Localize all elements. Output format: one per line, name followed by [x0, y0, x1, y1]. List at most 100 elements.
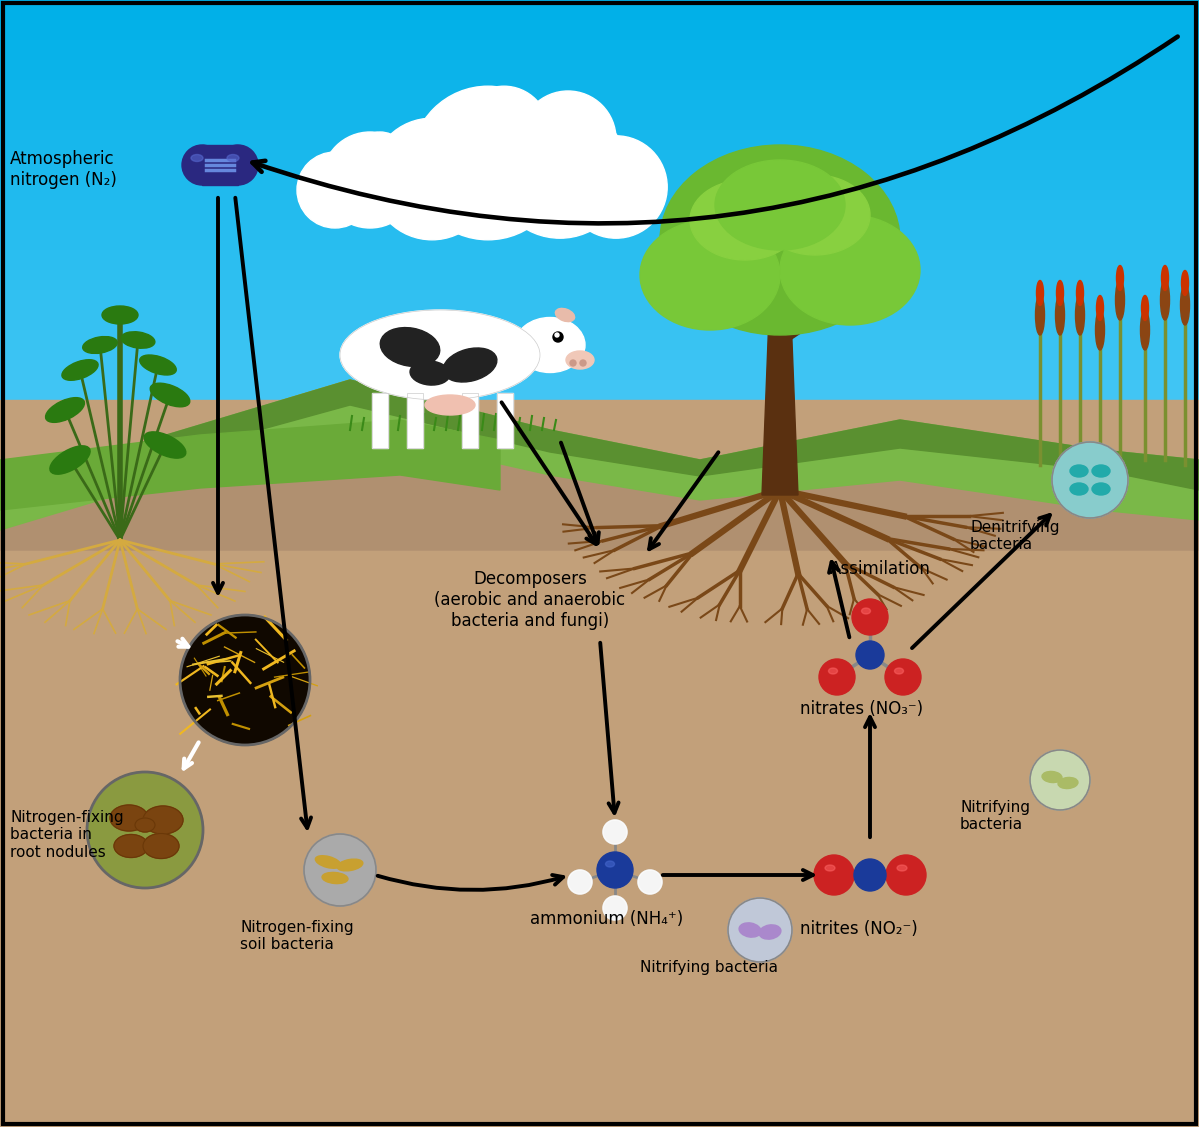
- Ellipse shape: [739, 923, 761, 938]
- Bar: [0, 370, 1199, 381]
- Bar: [0, 80, 1199, 91]
- Bar: [0, 279, 1199, 291]
- Bar: [0, 110, 1199, 121]
- Ellipse shape: [1077, 281, 1084, 305]
- Bar: [0, 190, 1199, 201]
- Bar: [0, 460, 1199, 471]
- Bar: [0, 470, 1199, 481]
- Bar: [372, 393, 388, 449]
- Bar: [201, 145, 237, 185]
- Polygon shape: [0, 380, 1199, 530]
- Ellipse shape: [410, 361, 450, 385]
- Ellipse shape: [143, 834, 179, 859]
- Bar: [0, 360, 1199, 371]
- Circle shape: [218, 145, 258, 185]
- Bar: [0, 130, 1199, 141]
- Text: Nitrifying bacteria: Nitrifying bacteria: [640, 960, 778, 975]
- Ellipse shape: [1070, 465, 1087, 477]
- FancyArrowPatch shape: [235, 197, 311, 828]
- Text: Atmospheric
nitrogen (N₂): Atmospheric nitrogen (N₂): [10, 150, 116, 189]
- Circle shape: [553, 332, 564, 341]
- Bar: [0, 20, 1199, 32]
- Bar: [0, 300, 1199, 311]
- Bar: [0, 230, 1199, 241]
- Ellipse shape: [1181, 270, 1188, 295]
- Bar: [0, 400, 1199, 1127]
- Circle shape: [459, 86, 549, 176]
- Bar: [0, 60, 1199, 71]
- Bar: [0, 320, 1199, 331]
- FancyArrowPatch shape: [501, 402, 596, 544]
- Text: Denitrifying
bacteria: Denitrifying bacteria: [970, 520, 1060, 552]
- Ellipse shape: [1092, 483, 1110, 495]
- Circle shape: [603, 896, 627, 920]
- Ellipse shape: [1036, 295, 1044, 335]
- Ellipse shape: [1097, 295, 1103, 320]
- Circle shape: [520, 91, 616, 187]
- Circle shape: [603, 820, 627, 844]
- Ellipse shape: [227, 154, 239, 161]
- Ellipse shape: [444, 348, 496, 382]
- Bar: [0, 90, 1199, 101]
- Circle shape: [372, 118, 493, 240]
- Ellipse shape: [1181, 285, 1189, 325]
- Ellipse shape: [1076, 295, 1085, 335]
- Bar: [0, 380, 1199, 391]
- Bar: [0, 400, 1199, 411]
- FancyArrowPatch shape: [378, 875, 564, 890]
- Ellipse shape: [1042, 772, 1062, 782]
- Ellipse shape: [1161, 279, 1169, 320]
- Polygon shape: [763, 290, 799, 495]
- Circle shape: [88, 772, 203, 888]
- Bar: [0, 250, 1199, 261]
- Bar: [0, 290, 1199, 301]
- Text: Nitrogen-fixing
bacteria in
root nodules: Nitrogen-fixing bacteria in root nodules: [10, 810, 123, 860]
- Bar: [0, 350, 1199, 361]
- Ellipse shape: [135, 818, 155, 832]
- Ellipse shape: [1116, 266, 1123, 291]
- FancyArrowPatch shape: [213, 197, 223, 593]
- Ellipse shape: [83, 337, 118, 354]
- Ellipse shape: [516, 318, 585, 373]
- Ellipse shape: [110, 805, 147, 831]
- Circle shape: [852, 598, 888, 635]
- Bar: [0, 390, 1199, 401]
- Bar: [0, 240, 1199, 251]
- Ellipse shape: [114, 834, 147, 858]
- Bar: [0, 119, 1199, 131]
- Ellipse shape: [50, 446, 90, 474]
- Polygon shape: [0, 420, 500, 511]
- Text: Decomposers
(aerobic and anaerobic
bacteria and fungi): Decomposers (aerobic and anaerobic bacte…: [434, 570, 626, 630]
- Ellipse shape: [829, 668, 837, 674]
- Circle shape: [565, 135, 667, 238]
- Ellipse shape: [102, 307, 138, 323]
- Ellipse shape: [1070, 483, 1087, 495]
- Ellipse shape: [760, 175, 870, 255]
- Circle shape: [390, 135, 450, 195]
- Bar: [498, 393, 513, 449]
- Ellipse shape: [781, 215, 920, 325]
- Bar: [0, 0, 1199, 11]
- Circle shape: [603, 896, 627, 920]
- Ellipse shape: [191, 154, 203, 161]
- Circle shape: [886, 855, 926, 895]
- Ellipse shape: [1055, 295, 1065, 335]
- Bar: [0, 150, 1199, 161]
- Text: Nitrogen-fixing
soil bacteria: Nitrogen-fixing soil bacteria: [240, 920, 354, 952]
- Ellipse shape: [759, 925, 781, 939]
- Circle shape: [373, 143, 457, 227]
- Bar: [0, 420, 1199, 431]
- Bar: [0, 310, 1199, 321]
- Ellipse shape: [1096, 310, 1104, 350]
- Circle shape: [856, 641, 884, 669]
- Ellipse shape: [323, 872, 348, 884]
- Ellipse shape: [715, 160, 845, 250]
- Ellipse shape: [1056, 281, 1064, 305]
- Bar: [0, 160, 1199, 171]
- Circle shape: [180, 615, 311, 745]
- Circle shape: [570, 360, 576, 366]
- Circle shape: [854, 859, 886, 891]
- Ellipse shape: [337, 859, 363, 871]
- Bar: [462, 393, 478, 449]
- FancyArrowPatch shape: [601, 642, 619, 813]
